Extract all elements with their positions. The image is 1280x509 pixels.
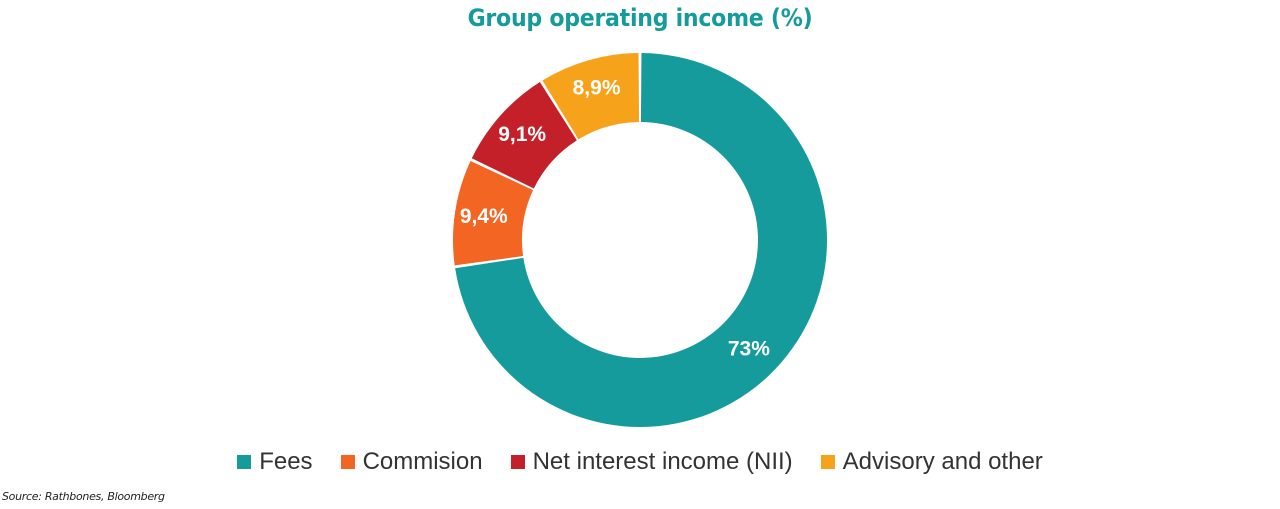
- legend-item-fees: Fees: [237, 448, 313, 476]
- legend-item-advisory-and-other: Advisory and other: [820, 448, 1043, 476]
- legend-swatch: [820, 455, 835, 469]
- legend-label: Net interest income (NII): [532, 448, 793, 475]
- legend: Fees Commision Net interest income (NII) Ad…: [0, 448, 1280, 476]
- slice-label-net-interest-income-nii: 9,1%: [498, 123, 546, 146]
- legend-swatch: [237, 455, 252, 469]
- legend-label: Commision: [362, 448, 483, 475]
- legend-item-net-interest-income-nii: Net interest income (NII): [510, 448, 793, 476]
- slice-advisory-and-other: [542, 53, 640, 140]
- source-note: Source: Rathbones, Bloomberg: [2, 490, 165, 503]
- legend-swatch: [510, 455, 525, 469]
- chart-title: Group operating income (%): [467, 4, 813, 32]
- legend-label: Advisory and other: [842, 448, 1043, 475]
- slice-label-commision: 9,4%: [460, 205, 508, 228]
- slice-fees: [455, 53, 828, 427]
- slice-label-fees: 73%: [728, 337, 770, 360]
- legend-item-commision: Commision: [340, 448, 483, 476]
- legend-label: Fees: [259, 448, 313, 475]
- slice-commision: [453, 160, 534, 266]
- legend-swatch: [340, 455, 355, 469]
- slice-label-advisory-and-other: 8,9%: [573, 77, 621, 100]
- slice-net-interest-income-nii: [471, 82, 577, 189]
